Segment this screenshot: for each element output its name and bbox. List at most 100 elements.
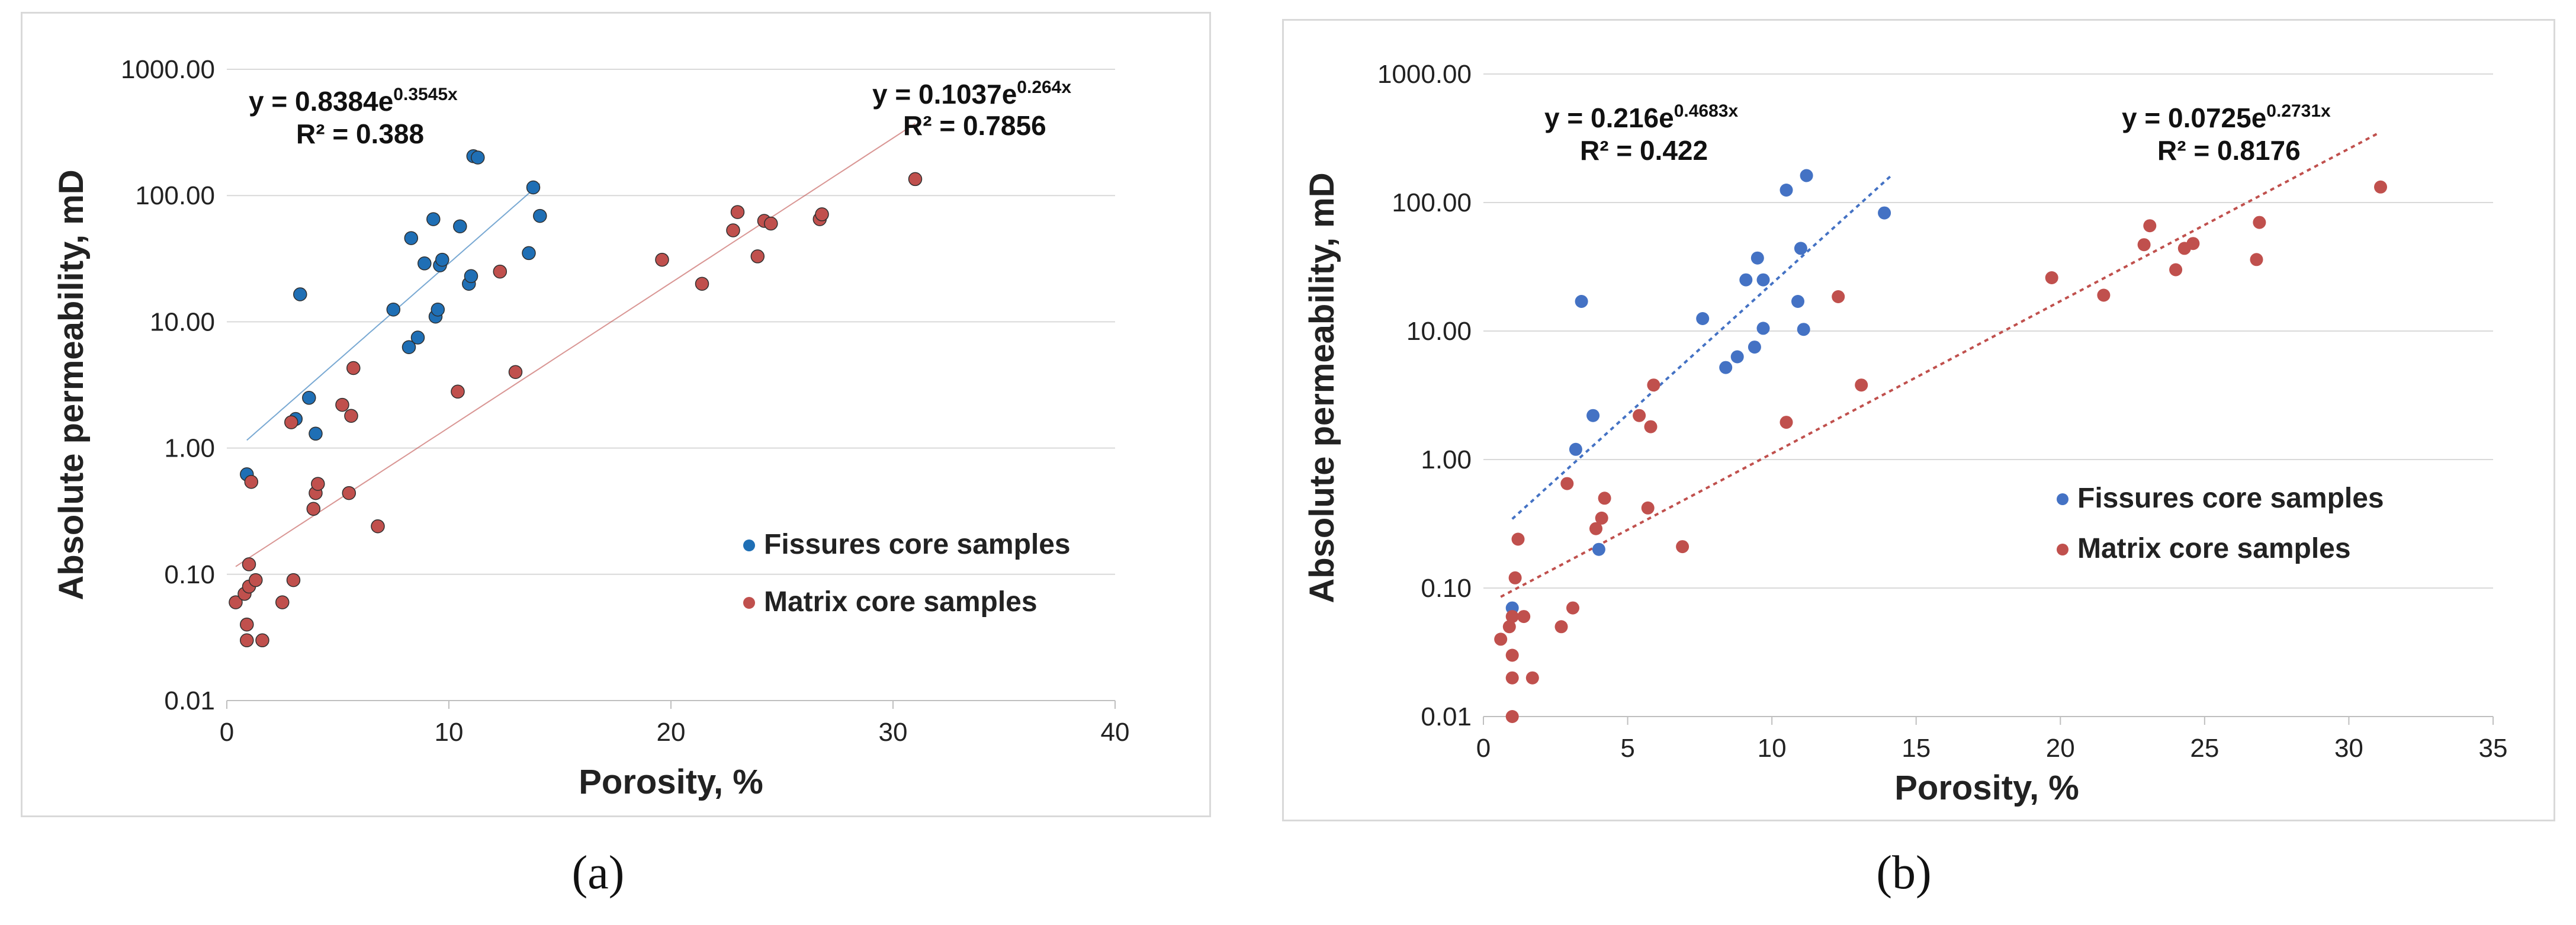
x-tick-label-a: 10 — [435, 718, 464, 747]
data-point-matrix-b — [1598, 492, 1611, 505]
data-point-matrix-a — [249, 573, 263, 587]
data-point-matrix-a — [815, 207, 829, 221]
y-tick-label-a: 100.00 — [135, 181, 215, 210]
data-point-matrix-a — [726, 223, 740, 237]
data-point-matrix-b — [1676, 540, 1690, 554]
data-point-matrix-b — [1494, 632, 1508, 646]
trend-r2-fissures-b: R² = 0.422 — [1580, 135, 1708, 166]
data-point-matrix-a — [242, 557, 256, 571]
data-point-matrix-b — [1647, 378, 1660, 392]
legend-label-matrix-a: Matrix core samples — [764, 586, 1038, 618]
y-axis-title-b: Absolute permeability, mD — [1303, 172, 1341, 603]
data-point-matrix-a — [508, 365, 523, 379]
y-tick-label-b: 1000.00 — [1377, 60, 1472, 89]
data-point-matrix-b — [2250, 253, 2263, 266]
data-point-matrix-b — [2097, 288, 2111, 302]
trend-r2-matrix-b: R² = 0.8176 — [2157, 135, 2301, 166]
y-tick-label-b: 10.00 — [1406, 317, 1472, 346]
data-point-matrix-b — [1508, 571, 1522, 584]
x-tick-label-b: 20 — [2046, 734, 2075, 763]
y-tick-label-b: 100.00 — [1392, 188, 1472, 217]
data-point-matrix-b — [2045, 271, 2058, 284]
trend-r2-matrix-a: R² = 0.7856 — [903, 110, 1046, 141]
data-point-fissures-a — [453, 219, 467, 233]
data-point-matrix-a — [335, 397, 349, 412]
data-point-matrix-a — [240, 633, 254, 648]
data-point-matrix-a — [346, 361, 361, 375]
data-point-matrix-b — [2253, 216, 2266, 229]
trend-equation-fissures-b: y = 0.216e0.4683x — [1544, 101, 1738, 133]
trendline-matrix-a — [235, 123, 916, 567]
data-point-matrix-a — [240, 617, 254, 632]
panel-label-a: (a) — [572, 847, 625, 899]
data-point-fissures-b — [1730, 350, 1744, 364]
legend-label-matrix-b: Matrix core samples — [2077, 533, 2351, 564]
x-axis-title-a: Porosity, % — [579, 763, 763, 801]
data-point-fissures-b — [1800, 169, 1813, 182]
y-tick-label-b: 1.00 — [1421, 445, 1472, 474]
data-point-matrix-b — [1832, 290, 1845, 303]
panel-b-frame — [1282, 19, 2555, 821]
data-point-matrix-a — [342, 486, 356, 500]
data-point-fissures-a — [417, 256, 432, 271]
data-point-fissures-b — [1719, 361, 1733, 374]
data-point-matrix-b — [1505, 610, 1519, 624]
data-point-fissures-a — [293, 287, 307, 301]
data-point-fissures-b — [1748, 341, 1761, 354]
x-tick-label-b: 5 — [1620, 734, 1634, 763]
panel-a-frame — [21, 12, 1211, 817]
data-point-fissures-a — [386, 302, 401, 317]
data-point-matrix-a — [275, 595, 290, 609]
legend-label-fissures-a: Fissures core samples — [764, 529, 1071, 560]
x-tick-label-b: 25 — [2190, 734, 2219, 763]
data-point-fissures-b — [1797, 323, 1810, 336]
data-point-matrix-a — [306, 502, 321, 516]
data-point-matrix-b — [2169, 263, 2183, 277]
data-point-matrix-b — [1780, 416, 1793, 429]
data-point-matrix-a — [750, 249, 765, 264]
legend-marker-fissures-a — [743, 539, 755, 551]
data-point-matrix-a — [908, 172, 923, 187]
data-point-matrix-a — [451, 384, 465, 399]
data-point-fissures-a — [471, 150, 485, 165]
data-point-matrix-a — [655, 252, 669, 267]
trend-equation-matrix-b: y = 0.0725e0.2731x — [2122, 101, 2331, 133]
legend-marker-matrix-b — [2057, 544, 2068, 555]
x-tick-label-a: 30 — [879, 718, 908, 747]
data-point-fissures-b — [1756, 273, 1770, 287]
data-point-fissures-b — [1586, 409, 1600, 422]
data-point-fissures-a — [404, 231, 419, 245]
data-point-matrix-b — [1554, 620, 1568, 634]
data-point-matrix-a — [229, 595, 243, 609]
data-point-matrix-b — [1641, 501, 1655, 515]
data-point-matrix-b — [2186, 237, 2200, 250]
x-tick-label-a: 0 — [220, 718, 234, 747]
y-tick-label-a: 0.01 — [164, 686, 215, 715]
data-point-matrix-a — [371, 519, 385, 534]
data-point-fissures-b — [1575, 295, 1588, 308]
trend-equation-matrix-a: y = 0.1037e0.264x — [872, 78, 1071, 110]
data-point-matrix-a — [286, 573, 301, 587]
data-point-fissures-b — [1878, 206, 1891, 220]
data-point-matrix-b — [1525, 671, 1539, 685]
x-tick-label-b: 10 — [1758, 734, 1787, 763]
data-point-fissures-a — [426, 212, 441, 226]
data-point-fissures-b — [1794, 242, 1807, 255]
data-point-fissures-b — [1750, 251, 1764, 265]
x-tick-label-b: 30 — [2334, 734, 2363, 763]
data-point-fissures-b — [1592, 542, 1605, 556]
x-tick-label-b: 35 — [2479, 734, 2508, 763]
legend-marker-matrix-a — [743, 597, 755, 609]
data-point-matrix-b — [1505, 648, 1519, 662]
data-point-fissures-a — [302, 391, 316, 405]
data-point-fissures-a — [435, 252, 449, 267]
data-point-matrix-a — [284, 415, 298, 429]
data-point-matrix-b — [2143, 219, 2157, 233]
y-tick-label-a: 1.00 — [164, 434, 215, 463]
legend-marker-fissures-b — [2057, 493, 2068, 505]
data-point-matrix-a — [255, 633, 269, 648]
data-point-fissures-b — [1780, 184, 1793, 197]
data-point-matrix-b — [1517, 610, 1531, 624]
data-point-fissures-b — [1696, 312, 1710, 325]
data-point-matrix-b — [1560, 477, 1574, 490]
